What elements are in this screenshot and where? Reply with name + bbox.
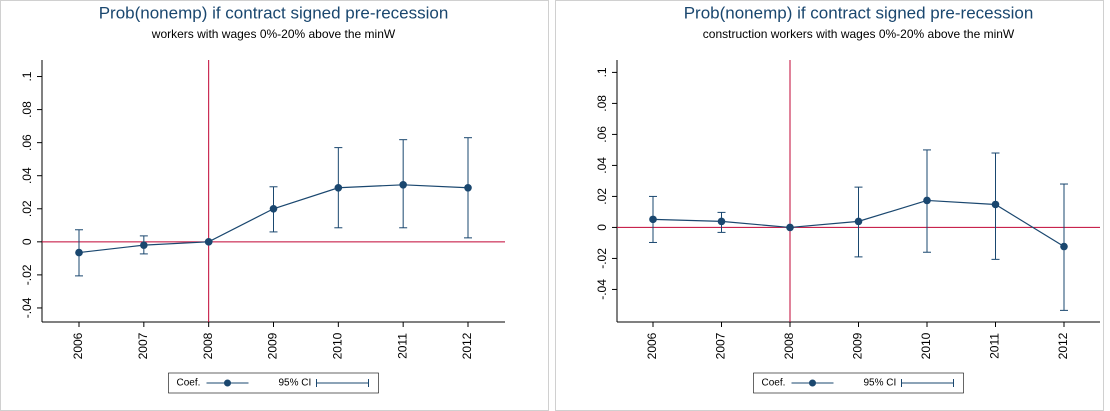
chart-title: Prob(nonemp) if contract signed pre-rece… <box>684 3 1034 22</box>
x-tick-label: 2012 <box>460 332 474 359</box>
y-tick-label: .1 <box>20 71 34 81</box>
coef-point <box>786 223 794 232</box>
coef-point <box>204 238 213 246</box>
coef-point <box>854 217 863 226</box>
y-tick-label: -.02 <box>20 264 34 285</box>
legend-label: 95% CI <box>279 378 312 389</box>
x-tick-label: 2009 <box>266 332 280 359</box>
chart-subtitle: construction workers with wages 0%-20% a… <box>703 27 1015 41</box>
y-tick-label: 0 <box>20 238 34 245</box>
coef-point <box>923 196 931 205</box>
y-tick-label: .02 <box>20 200 34 217</box>
x-tick-label: 2006 <box>645 332 659 359</box>
y-tick-label: .1 <box>595 67 609 77</box>
x-tick-label: 2006 <box>71 332 85 359</box>
coef-point <box>140 241 148 249</box>
y-tick-label: .08 <box>20 101 34 118</box>
x-tick-label: 2008 <box>201 332 215 359</box>
y-tick-label: .04 <box>595 157 609 174</box>
chart-subtitle: workers with wages 0%-20% above the minW <box>151 27 396 41</box>
legend-box <box>168 372 379 394</box>
coef-point <box>717 217 726 226</box>
y-tick-label: .04 <box>20 167 34 184</box>
x-tick-label: 2009 <box>851 332 865 359</box>
y-tick-label: .06 <box>20 134 34 151</box>
chart: Prob(nonemp) if contract signed pre-rece… <box>0 0 549 411</box>
y-tick-label: -.04 <box>595 279 609 300</box>
x-tick-label: 2007 <box>714 332 728 359</box>
y-tick-label: -.02 <box>595 248 609 269</box>
y-tick-label: 0 <box>595 224 609 231</box>
legend-symbol <box>809 379 816 387</box>
x-tick-label: 2008 <box>782 332 796 359</box>
x-tick-label: 2011 <box>395 333 409 359</box>
x-tick-label: 2011 <box>988 333 1002 359</box>
y-tick-label: .02 <box>595 188 609 205</box>
chart-title: Prob(nonemp) if contract signed pre-rece… <box>99 3 449 22</box>
x-tick-label: 2012 <box>1056 332 1070 359</box>
frame <box>555 0 1104 411</box>
coef-point <box>991 200 1000 209</box>
coef-point <box>75 248 83 257</box>
coef-point <box>1060 242 1068 251</box>
y-tick-label: .06 <box>595 126 609 143</box>
x-tick-label: 2007 <box>136 332 150 359</box>
coef-point <box>269 204 278 213</box>
x-tick-label: 2010 <box>331 332 345 359</box>
coef-point <box>399 181 407 189</box>
coef-point <box>649 215 657 224</box>
y-tick-label: -.04 <box>20 297 34 318</box>
legend-box <box>753 372 964 394</box>
legend-symbol <box>224 379 231 387</box>
y-tick-label: .08 <box>595 95 609 112</box>
legend-label: Coef. <box>762 378 786 389</box>
coef-point <box>334 183 343 192</box>
legend-label: 95% CI <box>864 378 897 389</box>
chart: Prob(nonemp) if contract signed pre-rece… <box>555 0 1104 411</box>
coef-point <box>464 183 472 192</box>
legend-label: Coef. <box>177 378 201 389</box>
x-tick-label: 2010 <box>919 332 933 359</box>
